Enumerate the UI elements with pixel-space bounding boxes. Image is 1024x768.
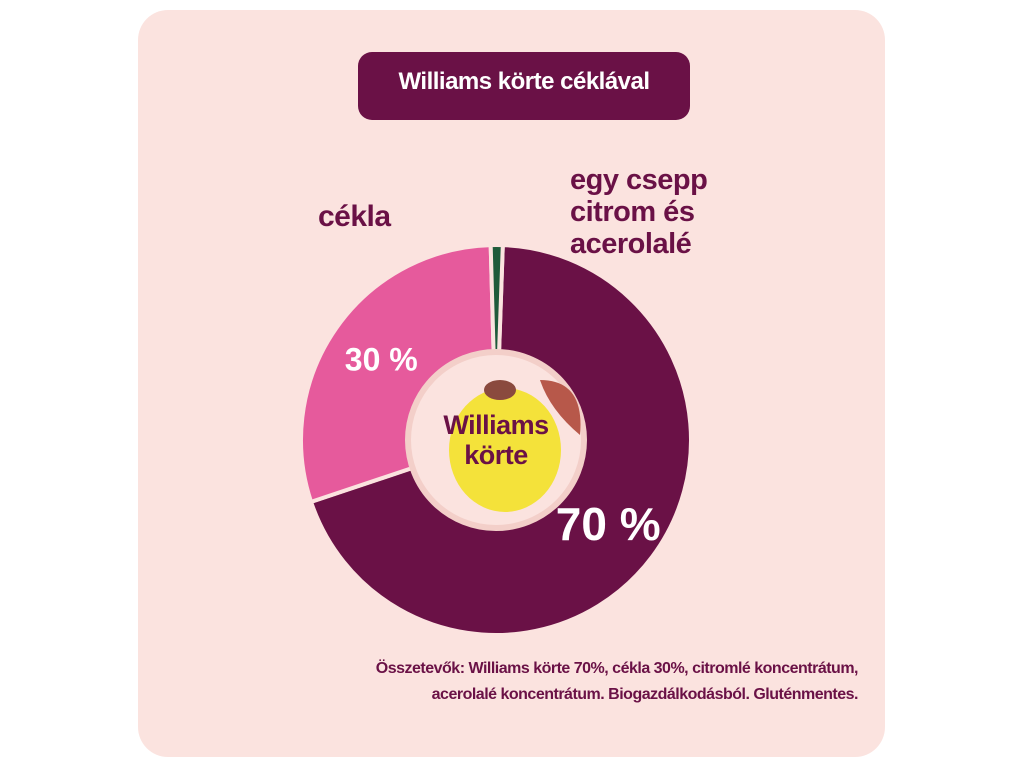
title-pill [358,52,690,120]
leaf-icon [484,380,516,400]
chart-title: Williams körte céklával [398,68,650,95]
category-label: egy csepp citrom és acerolalé [570,164,708,260]
category-label: cékla [318,200,391,233]
leaf-icon [540,380,581,435]
category-label: Williams körte [443,410,549,470]
ingredients-note: Összetevők: Williams körte 70%, cékla 30… [375,660,859,703]
pear-icon [449,388,561,512]
slice [488,243,505,363]
value-label: 70 % [555,497,661,550]
value-label: 30 % [344,341,418,378]
